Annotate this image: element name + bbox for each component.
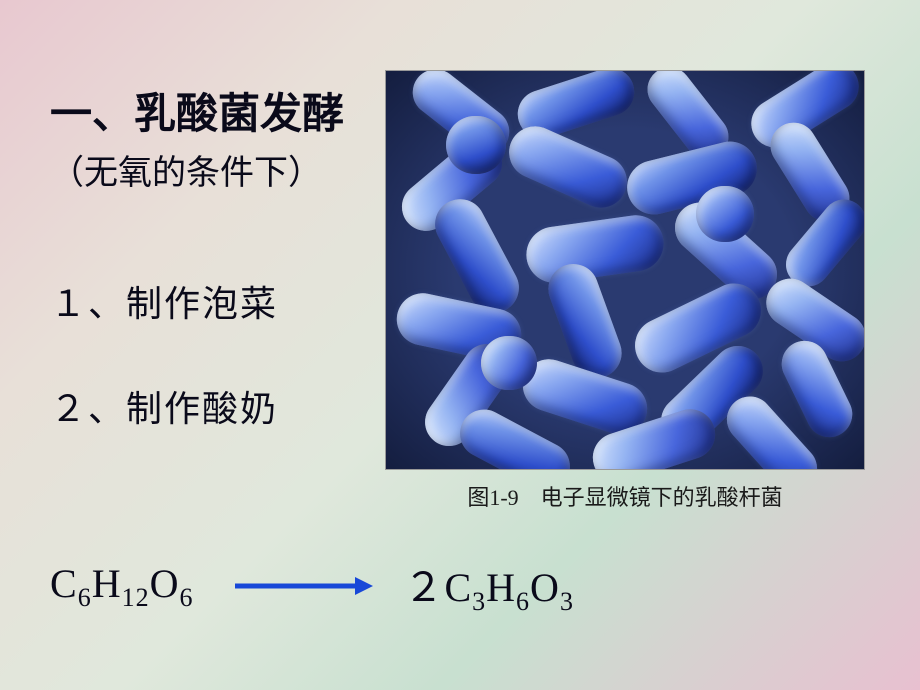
section-title: 一、乳酸菌发酵 xyxy=(50,80,344,141)
figure: 图1-9 电子显微镜下的乳酸杆菌 xyxy=(385,70,865,512)
product-formula: ２C3H6O3 xyxy=(403,555,573,617)
reactant-formula: C6H12O6 xyxy=(50,560,193,613)
section-subtitle: （无氧的条件下） xyxy=(50,145,322,194)
list-item-2: ２、制作酸奶 xyxy=(50,380,278,432)
list-item-1: １、制作泡菜 xyxy=(50,275,278,327)
figure-image xyxy=(385,70,865,470)
figure-caption: 图1-9 电子显微镜下的乳酸杆菌 xyxy=(385,480,865,512)
chemical-equation: C6H12O6 ２C3H6O3 xyxy=(50,555,574,617)
reaction-arrow-icon xyxy=(233,572,373,600)
